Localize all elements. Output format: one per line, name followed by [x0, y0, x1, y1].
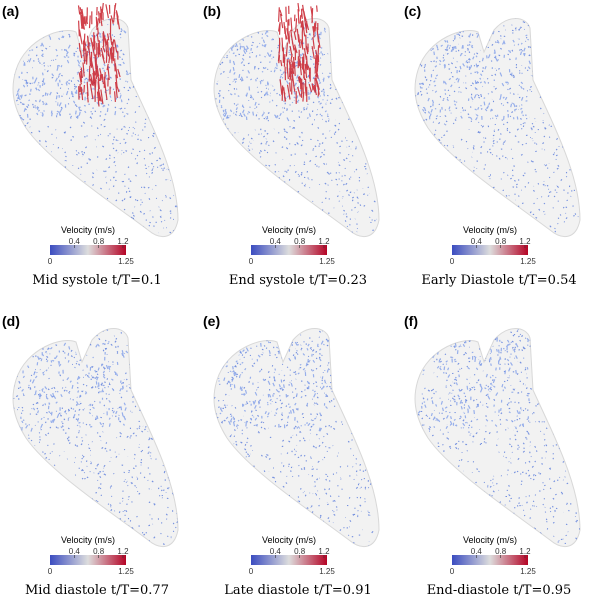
heart-surface — [12, 328, 179, 548]
colorbar-title: Velocity (m/s) — [262, 535, 316, 545]
jet-streaks — [77, 2, 121, 107]
heart-surface — [213, 328, 380, 548]
colorbar-tick-label: 1.2 — [318, 547, 330, 556]
colorbar-tick-label: 0.4 — [69, 547, 81, 556]
colorbar-min: 0 — [48, 257, 53, 266]
colorbar-tick-label: 0.8 — [294, 547, 306, 556]
panel-label: (f) — [404, 313, 418, 329]
colorbar-title: Velocity (m/s) — [61, 535, 115, 545]
colorbar-min: 0 — [450, 567, 455, 576]
colorbar-tick-label: 1.2 — [117, 237, 129, 246]
colorbar-tick-label: 0.8 — [93, 547, 105, 556]
panel-label: (b) — [203, 3, 221, 19]
colorbar-tick-label: 1.2 — [318, 237, 330, 246]
heart — [12, 328, 179, 548]
panel: (c) Velocity (m/s) 0.4 0.8 1.2 0 1.25 Early Dia… — [404, 3, 581, 288]
colorbar-tick-label: 1.2 — [117, 547, 129, 556]
colorbar-max: 1.25 — [520, 257, 536, 266]
colorbar-min: 0 — [249, 567, 254, 576]
heart — [414, 328, 581, 548]
panel: (e) Velocity (m/s) 0.4 0.8 1.2 0 1.25 Late dias… — [203, 313, 380, 596]
jet-streaks — [277, 3, 321, 104]
colorbar-tick-label: 1.2 — [519, 237, 531, 246]
colorbar-title: Velocity (m/s) — [463, 535, 517, 545]
colorbar — [251, 555, 327, 565]
colorbar-tick-label: 0.8 — [495, 237, 507, 246]
colorbar-max: 1.25 — [118, 257, 134, 266]
colorbar-tick-label: 0.8 — [294, 237, 306, 246]
colorbar — [50, 555, 126, 565]
panel-caption: Early Diastole t/T=0.54 — [421, 273, 576, 288]
panel: (b) Velocity (m/s) 0.4 0.8 1.2 0 1.25 End systo… — [203, 3, 380, 288]
particles-base — [218, 27, 330, 122]
panel-caption: Mid systole t/T=0.1 — [32, 273, 162, 288]
panel: (a) Velocity (m/s) 0.4 0.8 1.2 0 1.25 Mid systo… — [2, 2, 179, 288]
colorbar-min: 0 — [249, 257, 254, 266]
heart — [213, 3, 380, 238]
colorbar-min: 0 — [450, 257, 455, 266]
colorbar-tick-label: 0.4 — [270, 237, 282, 246]
colorbar-title: Velocity (m/s) — [262, 225, 316, 235]
colorbar-max: 1.25 — [520, 567, 536, 576]
colorbar-max: 1.25 — [319, 257, 335, 266]
panel-caption: Mid diastole t/T=0.77 — [25, 583, 169, 596]
colorbar-title: Velocity (m/s) — [463, 225, 517, 235]
colorbar-tick-label: 0.8 — [93, 237, 105, 246]
particles-base — [419, 28, 531, 121]
colorbar — [452, 555, 528, 565]
colorbar-max: 1.25 — [319, 567, 335, 576]
colorbar-title: Velocity (m/s) — [61, 225, 115, 235]
colorbar-tick-label: 0.4 — [270, 547, 282, 556]
panel-caption: End systole t/T=0.23 — [229, 273, 367, 288]
panel-caption: End-diastole t/T=0.95 — [427, 583, 572, 596]
panel-caption: Late diastole t/T=0.91 — [224, 583, 371, 596]
panel: (f) Velocity (m/s) 0.4 0.8 1.2 0 1.25 End-diast… — [404, 313, 581, 596]
heart-surface — [414, 18, 581, 238]
heart — [414, 18, 581, 238]
colorbar — [251, 245, 327, 255]
panel-label: (d) — [2, 313, 20, 329]
heart — [12, 2, 179, 238]
panel-label: (c) — [404, 3, 421, 19]
colorbar-tick-label: 0.4 — [69, 237, 81, 246]
colorbar-tick-label: 1.2 — [519, 547, 531, 556]
colorbar — [50, 245, 126, 255]
colorbar-min: 0 — [48, 567, 53, 576]
colorbar-tick-label: 0.8 — [495, 547, 507, 556]
colorbar-tick-label: 0.4 — [471, 547, 483, 556]
panel-label: (a) — [2, 3, 19, 19]
colorbar — [452, 245, 528, 255]
colorbar-tick-label: 0.4 — [471, 237, 483, 246]
panel: (d) Velocity (m/s) 0.4 0.8 1.2 0 1.25 Mid diast… — [2, 313, 179, 596]
heart — [213, 328, 380, 548]
panel-label: (e) — [203, 313, 220, 329]
heart-surface — [12, 18, 179, 238]
colorbar-max: 1.25 — [118, 567, 134, 576]
